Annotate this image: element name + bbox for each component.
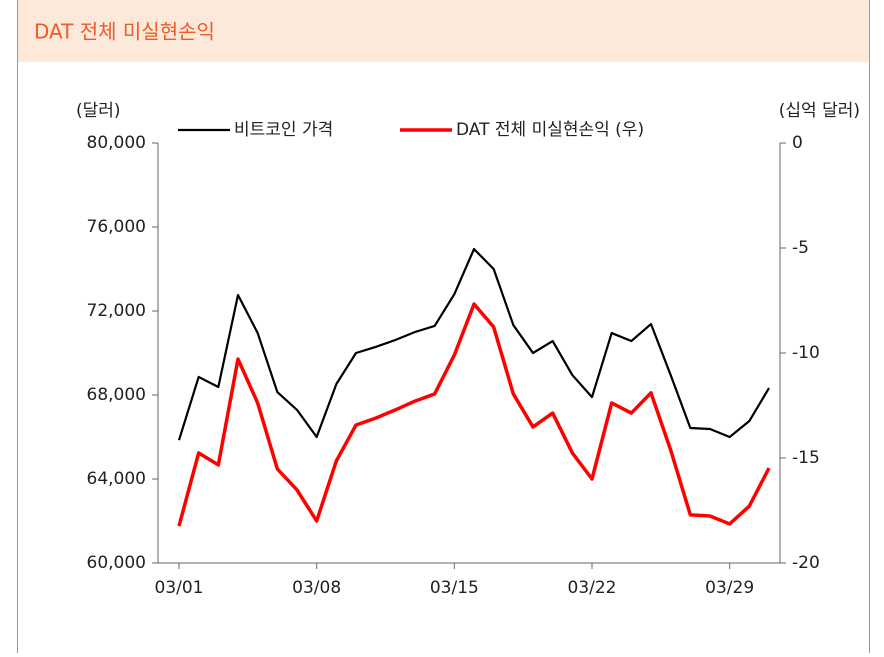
x-tick-label: 03/01 [155,578,204,598]
series-line [177,247,770,441]
chart-title: DAT 전체 미실현손익 [34,20,215,44]
y-tick-label: 76,000 [87,217,146,237]
legend-label: 비트코인 가격 [234,120,333,140]
y-tick-label: 64,000 [87,469,146,489]
y2-tick-label: -5 [792,238,809,258]
x-tick-label: 03/08 [292,578,341,598]
legend-label: DAT 전체 미실현손익 (우) [456,120,644,140]
x-tick-label: 03/22 [568,578,617,598]
x-tick-label: 03/15 [430,578,479,598]
y2-tick-label: -20 [792,553,820,573]
series-line [177,302,771,527]
y2-axis-label: (십억 달러) [779,101,860,121]
y-tick-label: 68,000 [87,385,146,405]
y2-tick-label: 0 [792,133,803,153]
y2-tick-label: -15 [792,448,820,468]
y-tick-label: 80,000 [87,133,146,153]
y2-tick-label: -10 [792,343,820,363]
y-tick-label: 60,000 [87,553,146,573]
y-tick-label: 72,000 [87,301,146,321]
x-tick-label: 03/29 [705,578,754,598]
header-band [17,0,870,62]
y-axis-label: (달러) [76,101,121,121]
